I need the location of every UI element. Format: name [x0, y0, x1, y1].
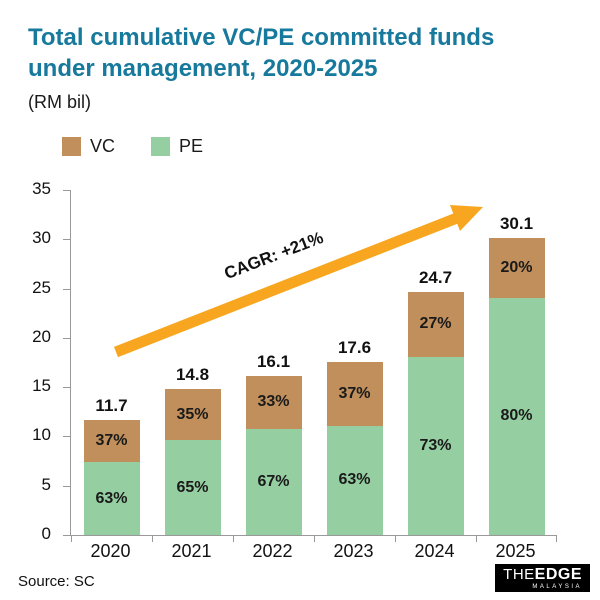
bar-column: 14.8 35% 65%	[152, 190, 233, 535]
bar-column: 24.7 27% 73%	[395, 190, 476, 535]
bar-column: 17.6 37% 63%	[314, 190, 395, 535]
source-label: Source: SC	[18, 573, 95, 590]
y-tick-mark	[63, 535, 71, 536]
pe-legend-label: PE	[179, 136, 204, 156]
bar-total-label: 16.1	[256, 352, 291, 372]
edge-logo: THE EDGE MALAYSIA	[495, 564, 590, 592]
y-axis-label: 10	[32, 425, 51, 445]
bar-total-label: 30.1	[499, 214, 534, 234]
edge-logo-the: THE	[503, 566, 535, 583]
y-axis-label: 0	[41, 524, 51, 543]
y-tick-mark	[63, 485, 71, 487]
y-tick-mark	[63, 387, 71, 389]
y-axis-label: 25	[32, 277, 51, 297]
vc-legend-label: VC	[90, 136, 116, 156]
pe-segment: 63%	[83, 462, 140, 535]
y-tick-mark	[63, 288, 71, 290]
x-axis-label: 2022	[252, 541, 293, 561]
vc-segment: 35%	[164, 389, 221, 441]
vc-legend-swatch	[62, 137, 81, 156]
y-tick-mark	[63, 239, 71, 241]
bar-total-label: 14.8	[175, 365, 210, 385]
legend-item-pe: PE	[151, 136, 203, 157]
edge-logo-box: THE EDGE MALAYSIA	[495, 564, 590, 592]
x-tick-mark	[233, 535, 234, 542]
vc-segment: 37%	[326, 361, 383, 426]
pe-segment: 73%	[407, 357, 464, 535]
vc-segment: 20%	[488, 238, 545, 298]
x-tick-mark	[556, 535, 557, 542]
legend: VC PE	[62, 136, 203, 157]
y-axis-label: 5	[41, 474, 51, 494]
pe-legend-swatch	[151, 137, 171, 156]
x-axis-label: 2025	[495, 541, 536, 561]
pe-segment: 63%	[326, 425, 383, 535]
pe-segment: 65%	[164, 440, 221, 535]
x-axis-label: 2024	[414, 541, 455, 561]
x-tick-mark	[476, 535, 477, 542]
x-axis-label: 2020	[90, 541, 131, 561]
x-axis-label: 2021	[171, 541, 212, 561]
x-tick-mark	[395, 535, 396, 542]
bar-total-label: 17.6	[337, 337, 372, 357]
title-line-1: Total cumulative VC/PE committed funds	[28, 24, 495, 51]
x-tick-mark	[152, 535, 153, 542]
units-label: (RM bil)	[28, 92, 91, 112]
y-axis: 0 5 10 15 20 25 30 35	[1, 179, 59, 543]
plot-area: 0 5 10 15 20 25 30 35 11.7 37% 63% 14.8 35% 65% 16.1 3…	[32, 179, 557, 543]
x-axis: 2020 2021 2022 2023 2024 2025	[70, 541, 556, 562]
x-tick-mark	[314, 535, 315, 542]
x-tick-mark	[71, 535, 72, 542]
edge-logo-malaysia: MALAYSIA	[532, 584, 582, 590]
vc-segment: 37%	[83, 419, 140, 463]
y-axis-label: 15	[32, 376, 51, 396]
edge-logo-text: THE EDGE	[503, 567, 582, 583]
pe-segment: 80%	[488, 297, 545, 535]
chart-title: Total cumulative VC/PE committed funds u…	[28, 22, 494, 84]
bar-column: 11.7 37% 63%	[71, 190, 152, 535]
pe-segment: 67%	[245, 428, 302, 535]
y-axis-label: 20	[32, 326, 51, 346]
bar-total-label: 24.7	[418, 267, 453, 287]
legend-item-vc: VC	[62, 136, 115, 157]
y-axis-label: 30	[32, 228, 51, 248]
y-axis-label: 35	[32, 179, 51, 198]
x-axis-label: 2023	[333, 541, 374, 561]
vc-segment: 27%	[407, 291, 464, 358]
y-tick-mark	[63, 337, 71, 339]
y-tick-mark	[63, 436, 71, 438]
bar-total-label: 11.7	[95, 395, 128, 415]
y-tick-mark	[63, 190, 71, 191]
vc-segment: 33%	[245, 376, 302, 429]
title-line-2: under management, 2020-2025	[28, 55, 378, 83]
edge-logo-edge: EDGE	[534, 566, 582, 583]
bar-column: 30.1 20% 80%	[476, 190, 557, 535]
